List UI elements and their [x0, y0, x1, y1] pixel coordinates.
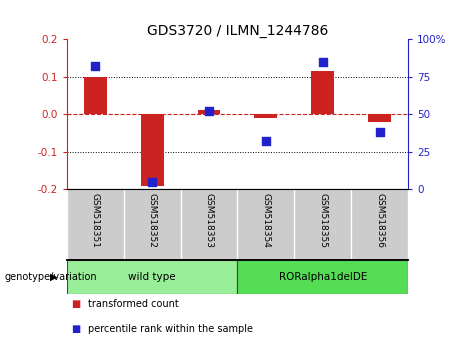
Point: [319, 59, 326, 64]
Text: GSM518354: GSM518354: [261, 193, 270, 248]
Bar: [368, 114, 391, 122]
Text: GSM518353: GSM518353: [205, 193, 213, 248]
Bar: [198, 110, 220, 114]
Text: GSM518352: GSM518352: [148, 193, 157, 248]
Bar: [237, 260, 408, 294]
Text: ▶: ▶: [50, 272, 58, 282]
Point: [376, 129, 383, 135]
Text: genotype/variation: genotype/variation: [5, 272, 97, 282]
Text: RORalpha1delDE: RORalpha1delDE: [278, 272, 367, 282]
Point: [205, 108, 213, 114]
Text: GSM518351: GSM518351: [91, 193, 100, 248]
Text: percentile rank within the sample: percentile rank within the sample: [88, 324, 253, 334]
Bar: [84, 76, 106, 114]
Point: [262, 138, 270, 144]
Text: GSM518355: GSM518355: [318, 193, 327, 248]
Bar: [311, 71, 334, 114]
Text: GSM518356: GSM518356: [375, 193, 384, 248]
Text: transformed count: transformed count: [88, 299, 178, 309]
Title: GDS3720 / ILMN_1244786: GDS3720 / ILMN_1244786: [147, 24, 328, 38]
Bar: [254, 114, 277, 118]
Point: [148, 179, 156, 185]
Bar: [67, 260, 237, 294]
Text: ■: ■: [71, 299, 81, 309]
Text: ■: ■: [71, 324, 81, 334]
Text: wild type: wild type: [128, 272, 176, 282]
Point: [92, 63, 99, 69]
Bar: [141, 114, 164, 185]
